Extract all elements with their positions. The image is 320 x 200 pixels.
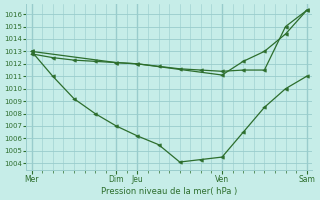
X-axis label: Pression niveau de la mer( hPa ): Pression niveau de la mer( hPa ) (101, 187, 237, 196)
